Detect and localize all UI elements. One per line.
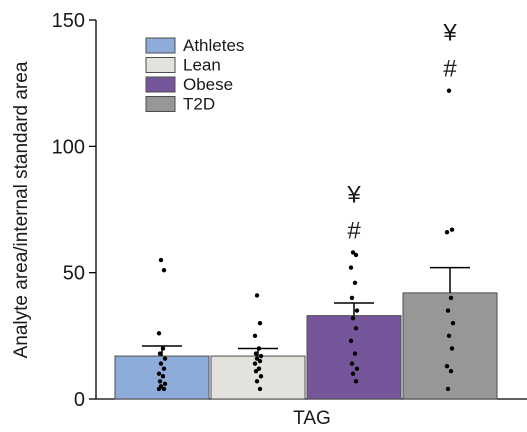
data-point bbox=[445, 386, 451, 392]
bar bbox=[402, 292, 498, 400]
data-point bbox=[157, 351, 163, 356]
data-point bbox=[158, 257, 164, 263]
plot-area: ¥#¥# bbox=[114, 20, 498, 400]
legend-swatch bbox=[145, 57, 176, 73]
data-point bbox=[448, 369, 454, 374]
legend-item: Obese bbox=[145, 75, 233, 94]
data-point bbox=[252, 333, 258, 339]
data-point bbox=[349, 295, 355, 301]
data-point bbox=[257, 386, 263, 392]
data-point bbox=[254, 379, 260, 384]
significance-marker: ¥ bbox=[442, 20, 457, 47]
bar-group: ¥# bbox=[402, 20, 498, 400]
data-point bbox=[352, 351, 358, 356]
legend-item: Athletes bbox=[145, 36, 244, 55]
legend-swatch bbox=[145, 37, 176, 54]
data-point bbox=[253, 369, 259, 374]
data-point bbox=[354, 366, 360, 371]
data-point bbox=[446, 88, 452, 93]
data-point bbox=[349, 361, 355, 366]
y-tick-label: 100 bbox=[52, 136, 85, 158]
data-point bbox=[258, 353, 264, 359]
bar bbox=[306, 315, 402, 400]
data-point bbox=[348, 265, 354, 270]
data-point bbox=[156, 386, 162, 392]
data-point bbox=[353, 326, 359, 331]
bar bbox=[210, 355, 306, 400]
bar-group bbox=[210, 293, 306, 400]
data-point bbox=[161, 366, 167, 371]
significance-marker: # bbox=[443, 56, 457, 83]
data-point bbox=[449, 346, 455, 351]
data-point bbox=[348, 338, 354, 344]
y-axis: 0 50 100 150 bbox=[52, 10, 97, 411]
data-point bbox=[352, 280, 358, 285]
data-point bbox=[353, 379, 359, 384]
data-point bbox=[350, 250, 356, 255]
data-point bbox=[257, 321, 263, 326]
x-axis-label: TAG bbox=[293, 408, 331, 429]
data-point bbox=[162, 356, 168, 361]
data-point bbox=[446, 333, 452, 339]
y-tick-label: 150 bbox=[52, 10, 85, 32]
data-point bbox=[253, 351, 259, 356]
data-point bbox=[350, 371, 356, 376]
significance-marker: ¥ bbox=[346, 181, 361, 208]
data-point bbox=[161, 267, 167, 273]
data-point bbox=[448, 295, 454, 301]
data-point bbox=[252, 361, 258, 366]
data-point bbox=[258, 374, 264, 379]
y-axis-label: Analyte area/internal standard area bbox=[11, 61, 32, 358]
bar-group: ¥# bbox=[306, 181, 402, 400]
data-point bbox=[254, 293, 260, 298]
data-point bbox=[157, 379, 163, 384]
data-point bbox=[158, 361, 164, 366]
data-point bbox=[350, 315, 356, 321]
legend-item: Lean bbox=[145, 56, 221, 75]
bar-group bbox=[114, 257, 210, 400]
data-point bbox=[256, 346, 262, 351]
legend-swatch bbox=[145, 76, 176, 93]
y-tick-label: 50 bbox=[63, 263, 85, 285]
data-point bbox=[162, 381, 168, 387]
data-point bbox=[156, 331, 162, 336]
data-point bbox=[353, 252, 359, 258]
legend-label: T2D bbox=[183, 95, 215, 114]
y-tick-label: 0 bbox=[74, 389, 85, 411]
data-point bbox=[254, 356, 260, 361]
data-point bbox=[257, 358, 263, 364]
legend-label: Obese bbox=[183, 75, 233, 94]
data-point bbox=[161, 386, 167, 392]
data-point bbox=[444, 363, 450, 369]
legend-item: T2D bbox=[145, 95, 215, 114]
data-point bbox=[354, 308, 360, 313]
significance-marker: # bbox=[347, 217, 361, 244]
data-point bbox=[256, 366, 262, 371]
legend-label: Athletes bbox=[183, 36, 244, 55]
data-point bbox=[449, 227, 455, 232]
data-point bbox=[156, 371, 162, 376]
legend-label: Lean bbox=[183, 56, 221, 75]
data-point bbox=[450, 321, 456, 326]
data-point bbox=[160, 374, 166, 379]
data-point bbox=[444, 230, 450, 235]
data-point bbox=[160, 346, 166, 351]
legend-swatch bbox=[145, 96, 176, 112]
data-point bbox=[445, 308, 451, 313]
